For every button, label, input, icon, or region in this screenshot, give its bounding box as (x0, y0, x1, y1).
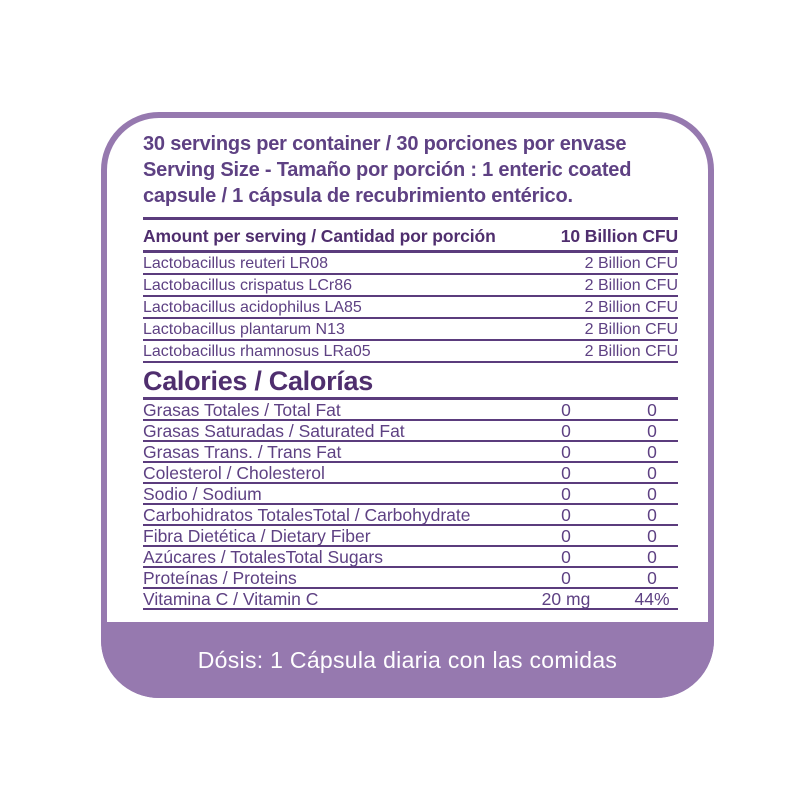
nutrient-dv: 0 (647, 505, 657, 525)
nutrient-label: Proteínas / Proteins (143, 570, 297, 587)
total-cfu-value: 10 Billion CFU (560, 226, 678, 246)
nutrient-row: Grasas Trans. / Trans Fat 0 0 (143, 442, 678, 463)
servings-per-container-text: 30 servings per container / 30 porciones… (143, 133, 627, 155)
probiotic-amount: 2 Billion CFU (584, 299, 678, 316)
serving-size-text: Serving Size - Tamaño por porción : 1 en… (143, 159, 632, 207)
nutrient-amount: 0 (561, 547, 571, 567)
panel-content: 30 servings per container / 30 porciones… (107, 118, 708, 610)
nutrient-label: Carbohidratos TotalesTotal / Carbohydrat… (143, 507, 471, 524)
probiotic-amount: 2 Billion CFU (584, 255, 678, 272)
nutrient-label: Azúcares / TotalesTotal Sugars (143, 549, 383, 566)
probiotic-name: Lactobacillus reuteri LR08 (143, 255, 328, 272)
nutrient-row: Grasas Saturadas / Saturated Fat 0 0 (143, 421, 678, 442)
nutrient-label: Colesterol / Cholesterol (143, 465, 325, 482)
nutrient-row: Colesterol / Cholesterol 0 0 (143, 463, 678, 484)
nutrient-amount: 20 mg (541, 589, 591, 609)
nutrient-dv: 0 (647, 442, 657, 462)
nutrient-label: Grasas Saturadas / Saturated Fat (143, 423, 405, 440)
nutrient-amount: 0 (561, 568, 571, 588)
nutrient-row: Azúcares / TotalesTotal Sugars 0 0 (143, 547, 678, 568)
nutrient-label: Grasas Totales / Total Fat (143, 402, 341, 419)
probiotic-amount: 2 Billion CFU (584, 321, 678, 338)
nutrient-amount: 0 (561, 505, 571, 525)
nutrient-label: Sodio / Sodium (143, 486, 262, 503)
probiotic-name: Lactobacillus acidophilus LA85 (143, 299, 362, 316)
nutrient-amount: 0 (561, 484, 571, 504)
nutrient-dv: 0 (647, 421, 657, 441)
nutrient-label: Vitamina C / Vitamin C (143, 591, 319, 608)
probiotic-row: Lactobacillus plantarum N13 2 Billion CF… (143, 319, 678, 341)
nutrient-row: Vitamina C / Vitamin C 20 mg 44% (143, 589, 678, 610)
nutrient-dv: 44% (634, 589, 670, 609)
supplement-facts-panel: 30 servings per container / 30 porciones… (101, 112, 714, 698)
divider-calories (143, 397, 678, 400)
probiotic-row: Lactobacillus rhamnosus LRa05 2 Billion … (143, 341, 678, 363)
nutrient-amount: 0 (561, 526, 571, 546)
nutrient-row: Fibra Dietética / Dietary Fiber 0 0 (143, 526, 678, 547)
nutrient-amount: 0 (561, 463, 571, 483)
nutrient-dv: 0 (647, 400, 657, 420)
amount-per-serving-label: Amount per serving / Cantidad por porció… (143, 226, 496, 246)
nutrient-label: Fibra Dietética / Dietary Fiber (143, 528, 371, 545)
nutrient-row: Sodio / Sodium 0 0 (143, 484, 678, 505)
nutrient-row: Proteínas / Proteins 0 0 (143, 568, 678, 589)
probiotic-name: Lactobacillus crispatus LCr86 (143, 277, 352, 294)
nutrient-dv: 0 (647, 484, 657, 504)
nutrient-row: Grasas Totales / Total Fat 0 0 (143, 400, 678, 421)
probiotic-amount: 2 Billion CFU (584, 277, 678, 294)
divider-top (143, 217, 678, 220)
probiotic-row: Lactobacillus acidophilus LA85 2 Billion… (143, 297, 678, 319)
probiotic-name: Lactobacillus rhamnosus LRa05 (143, 343, 371, 360)
probiotic-name: Lactobacillus plantarum N13 (143, 321, 345, 338)
probiotic-amount: 2 Billion CFU (584, 343, 678, 360)
nutrient-label: Grasas Trans. / Trans Fat (143, 444, 342, 461)
nutrient-dv: 0 (647, 547, 657, 567)
probiotic-row: Lactobacillus reuteri LR08 2 Billion CFU (143, 253, 678, 275)
nutrient-amount: 0 (561, 421, 571, 441)
divider-header (143, 250, 678, 253)
nutrient-amount: 0 (561, 442, 571, 462)
nutrient-dv: 0 (647, 526, 657, 546)
dosage-bar: Dósis: 1 Cápsula diaria con las comidas (101, 622, 714, 698)
nutrient-amount: 0 (561, 400, 571, 420)
probiotic-row: Lactobacillus crispatus LCr86 2 Billion … (143, 275, 678, 297)
nutrient-dv: 0 (647, 568, 657, 588)
nutrient-dv: 0 (647, 463, 657, 483)
nutrient-row: Carbohidratos TotalesTotal / Carbohydrat… (143, 505, 678, 526)
serving-info: 30 servings per container / 30 porciones… (143, 131, 678, 209)
dosage-text: Dósis: 1 Cápsula diaria con las comidas (197, 646, 618, 673)
amount-per-serving-header: Amount per serving / Cantidad por porció… (143, 226, 678, 247)
calories-heading: Calories / Calorías (143, 366, 373, 396)
